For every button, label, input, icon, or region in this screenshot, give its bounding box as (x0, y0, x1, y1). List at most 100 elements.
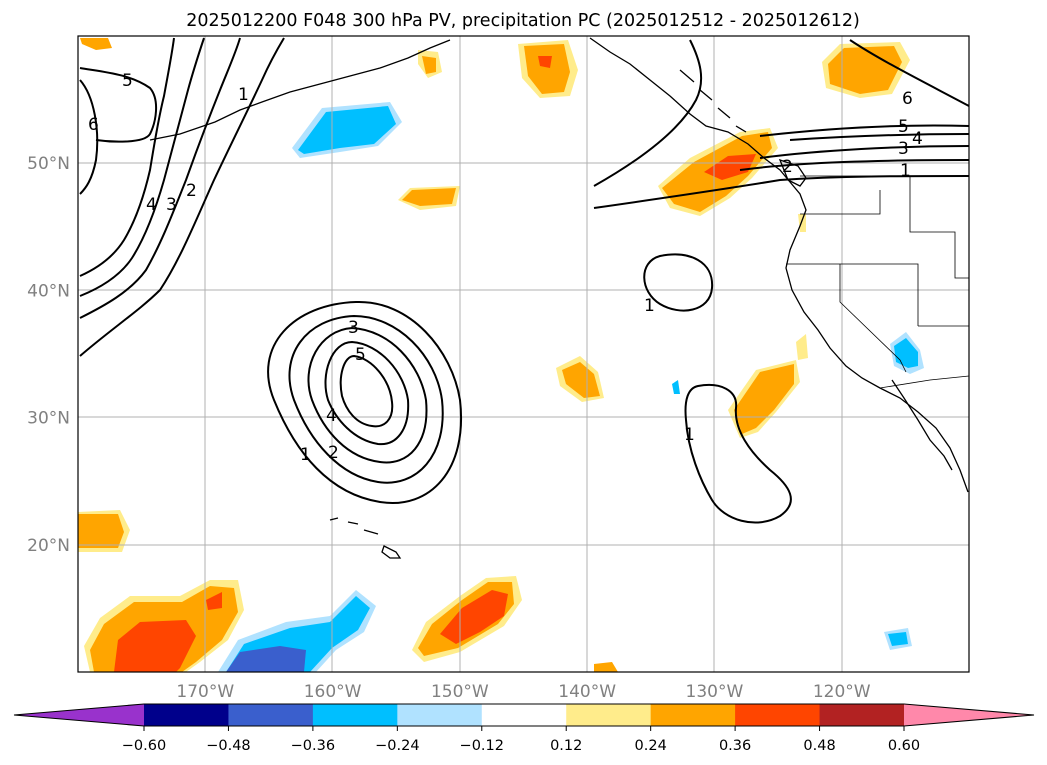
pv-contour-west-1 (79, 37, 285, 357)
x-tick-label: 130°W (686, 682, 744, 702)
coastline-aleutians (149, 39, 451, 141)
pv-label-cutoff-4: 4 (326, 406, 337, 426)
pv-label-west-5: 5 (122, 71, 133, 91)
precip-area-south-west-red (114, 620, 196, 672)
precip-area-bottom-right-negative-core (888, 632, 908, 646)
pv-contour-cutoff-2 (288, 314, 444, 484)
colorbar-extend-high (904, 704, 1034, 726)
colorbar-tick-label: −0.60 (122, 738, 166, 754)
y-tick-label: 40°N (27, 281, 70, 301)
y-tick-label: 30°N (27, 409, 70, 429)
pv-contour-cutoff-5 (339, 354, 394, 428)
pv-label-jet-1: 1 (900, 161, 911, 181)
pv-contour-west-3 (79, 37, 205, 297)
precip-area-gulf-negative-core (298, 106, 396, 154)
colorbar-tick-label: 0.12 (550, 738, 582, 754)
precip-area-alaska-small-core (422, 56, 436, 74)
pv-contour-jet-2 (739, 159, 969, 171)
colorbar-segment (819, 704, 905, 726)
pv-label-jet-3: 3 (898, 139, 909, 159)
pv-contour-labels: 3 5 4 2 1 1 1 5 6 1 4 3 2 6 5 4 3 1 2 (88, 71, 923, 465)
map-panel: 3 5 4 2 1 1 1 5 6 1 4 3 2 6 5 4 3 1 2 (27, 35, 970, 702)
precip-area-west-edge-core (78, 514, 124, 548)
y-tick-label: 20°N (27, 536, 70, 556)
precip-area-small-negative-dot (672, 380, 680, 394)
pv-label-west-6: 6 (88, 115, 99, 135)
border-or-ca (786, 263, 919, 326)
pv-contour-jet-6 (849, 39, 969, 107)
y-tick-label: 50°N (27, 154, 70, 174)
precip-area-mid-north-core (402, 188, 456, 206)
pv-contour-jet-5 (759, 124, 969, 137)
pv-label-cutoff-2: 2 (328, 443, 339, 463)
coastline-islands-bc (679, 69, 747, 133)
colorbar-segment (650, 704, 736, 726)
precip-area-south-negative-dark (226, 646, 306, 672)
border-idaho (909, 176, 969, 279)
pv-contours (79, 37, 969, 524)
colorbar-segment (228, 704, 314, 726)
x-axis-tick-labels: 170°W 160°W 150°W 140°W 130°W 120°W (176, 682, 870, 702)
border-us-mexico (879, 375, 969, 389)
pv-label-west-4: 4 (146, 195, 157, 215)
pv-label-cutoff-5: 5 (355, 345, 366, 365)
pv-label-jet-4: 4 (912, 129, 923, 149)
colorbar-segment (566, 704, 652, 726)
pv-contour-jet-1 (593, 175, 969, 209)
pv-label-small-low: 1 (644, 296, 655, 316)
precip-area-bc-coast-small (796, 334, 808, 360)
colorbar-tick-label: 0.60 (888, 738, 920, 754)
gridlines (78, 36, 969, 672)
precip-area-pacific-nw-red (704, 154, 756, 180)
x-tick-label: 160°W (304, 682, 362, 702)
pv-label-subtropical: 1 (684, 425, 695, 445)
border-wa-or (800, 190, 881, 215)
precip-area-top-right-core (828, 46, 902, 94)
pv-label-jet-6: 6 (902, 89, 913, 109)
precip-area-bottom-small (594, 662, 618, 672)
colorbar-segment (481, 704, 567, 726)
pv-contour-cutoff-4 (324, 340, 410, 446)
pv-label-west-1: 1 (238, 85, 249, 105)
border-ca-nv (839, 264, 907, 373)
x-tick-label: 140°W (558, 682, 616, 702)
precip-area-top-left (80, 38, 112, 50)
colorbar-segment (735, 704, 821, 726)
colorbar-tick-label: −0.36 (291, 738, 335, 754)
pv-contour-cutoff-1 (267, 300, 463, 504)
colorbar-tick-label: 0.36 (719, 738, 751, 754)
colorbar-extend-low (14, 704, 144, 726)
pv-label-cutoff-1: 1 (300, 445, 311, 465)
map-frame (77, 35, 970, 673)
y-axis-tick-labels: 20°N 30°N 40°N 50°N (27, 154, 70, 556)
precip-area-gulf-orange-core (524, 44, 570, 94)
pv-contour-subtropical-trough (684, 384, 792, 524)
pv-contour-jet-4 (789, 133, 969, 141)
colorbar-segment (312, 704, 398, 726)
pv-contour-small-low (643, 253, 714, 312)
coastline-alaska-southeast (589, 37, 969, 493)
map-background (78, 36, 969, 672)
pv-contour-west-2 (79, 37, 241, 319)
colorbar-tick-label: 0.48 (803, 738, 835, 754)
colorbar-tick-label: 0.24 (635, 738, 667, 754)
x-tick-label: 150°W (431, 682, 489, 702)
pv-contour-jet-3 (759, 145, 969, 159)
precip-area-tropical-band-red (440, 590, 508, 644)
pv-label-west-3: 3 (166, 195, 177, 215)
pv-contour-jet-loop (593, 39, 703, 187)
x-tick-label: 170°W (176, 682, 234, 702)
pv-contour-cutoff-3 (307, 326, 428, 464)
pv-contour-west-6 (79, 79, 99, 195)
precip-shading (78, 38, 924, 672)
precip-area-gulf-red (538, 56, 552, 68)
coastline-baja-peninsula (891, 379, 953, 471)
colorbar-tick-label: −0.24 (375, 738, 419, 754)
colorbar-tick-label: −0.12 (460, 738, 504, 754)
coastline-hawaii (329, 517, 402, 559)
colorbar-tick-label: −0.48 (206, 738, 250, 754)
x-tick-label: 120°W (813, 682, 871, 702)
pv-label-jet-5: 5 (898, 117, 909, 137)
chart-title: 2025012200 F048 300 hPa PV, precipitatio… (186, 11, 860, 31)
